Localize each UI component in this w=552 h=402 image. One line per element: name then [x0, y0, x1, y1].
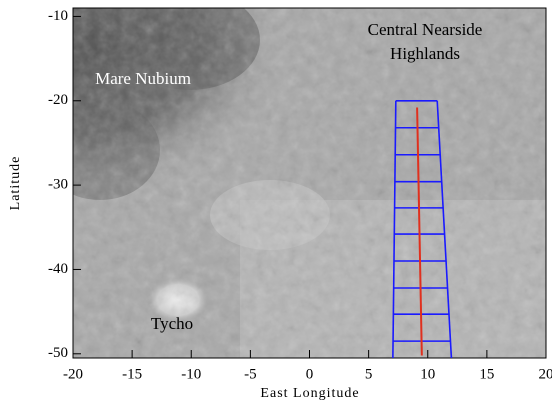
lunar-image: [0, 0, 546, 358]
annotation: Central Nearside: [368, 20, 483, 39]
x-axis-label: East Longitude: [260, 386, 359, 401]
annotation: Tycho: [151, 314, 193, 333]
x-tick-label: -10: [181, 366, 201, 382]
annotation: Mare Nubium: [95, 69, 191, 88]
x-tick-label: 5: [365, 366, 373, 382]
y-tick-label: -20: [48, 92, 68, 108]
y-tick-label: -30: [48, 177, 68, 193]
x-tick-label: 15: [479, 366, 494, 382]
x-tick-label: 20: [539, 366, 552, 382]
map-figure: Mare Nubium Central Nearside Highlands T…: [0, 0, 552, 402]
x-tick-label: -20: [63, 366, 83, 382]
x-tick-label: 10: [420, 366, 435, 382]
y-tick-label: -40: [48, 261, 68, 277]
y-tick-label: -10: [48, 8, 68, 24]
x-tick-label: -5: [244, 366, 257, 382]
annotation: Highlands: [390, 44, 460, 63]
x-tick-label: 0: [306, 366, 314, 382]
x-tick-label: -15: [122, 366, 142, 382]
y-axis-label: Latitude: [8, 156, 23, 211]
y-tick-label: -50: [48, 345, 68, 361]
